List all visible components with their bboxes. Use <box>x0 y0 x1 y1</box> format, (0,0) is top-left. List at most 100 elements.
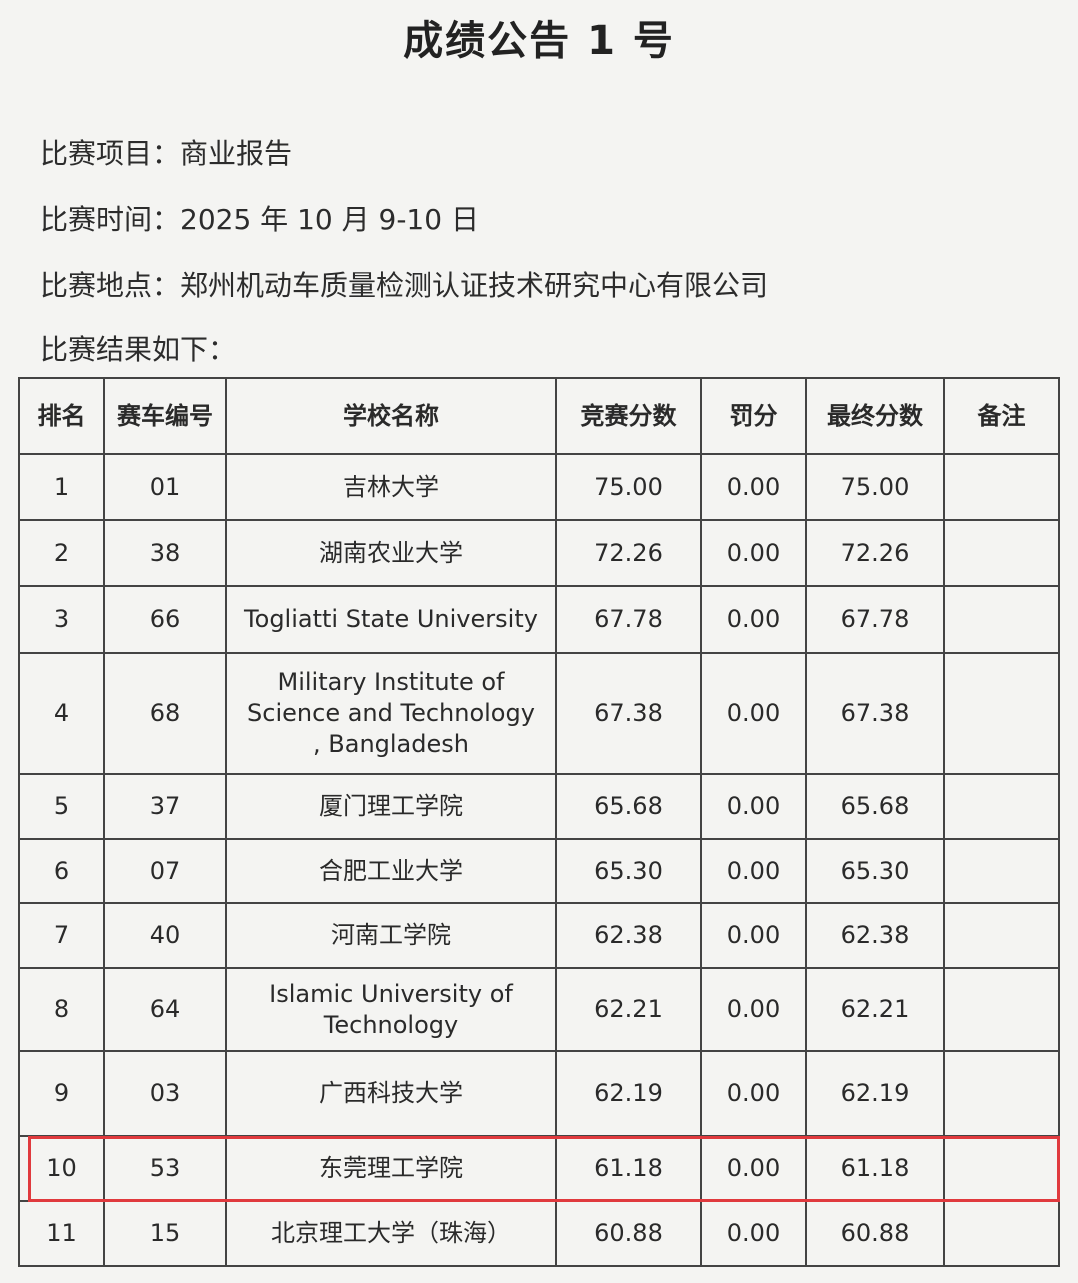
cell-rank: 9 <box>18 1050 105 1137</box>
cell-final-score: 67.38 <box>805 652 945 775</box>
cell-penalty: 0.00 <box>700 652 807 775</box>
info-location: 比赛地点：郑州机动车质量检测认证技术研究中心有限公司 <box>40 264 768 304</box>
info-label: 比赛时间： <box>40 203 181 236</box>
cell-rank: 2 <box>18 519 105 587</box>
cell-remarks <box>943 773 1060 840</box>
cell-car-number: 64 <box>103 967 227 1052</box>
cell-penalty: 0.00 <box>700 902 807 969</box>
cell-school-name: 合肥工业大学 <box>225 838 557 904</box>
cell-final-score: 62.21 <box>805 967 945 1052</box>
header-final-score: 最终分数 <box>805 377 945 455</box>
header-car-number: 赛车编号 <box>103 377 227 455</box>
cell-penalty: 0.00 <box>700 585 807 654</box>
cell-rank: 7 <box>18 902 105 969</box>
cell-rank: 10 <box>18 1135 105 1202</box>
page-title: 成绩公告 1 号 <box>403 18 675 64</box>
cell-car-number: 03 <box>103 1050 227 1137</box>
table-row: 9 03 广西科技大学 62.19 0.00 62.19 <box>18 1050 1060 1137</box>
table-row: 7 40 河南工学院 62.38 0.00 62.38 <box>18 902 1060 969</box>
info-label: 比赛结果如下： <box>40 333 237 366</box>
cell-competition-score: 60.88 <box>555 1200 702 1267</box>
cell-final-score: 67.78 <box>805 585 945 654</box>
cell-remarks <box>943 838 1060 904</box>
table-row: 1 01 吉林大学 75.00 0.00 75.00 <box>18 453 1060 521</box>
info-event: 比赛项目：商业报告 <box>40 132 292 172</box>
cell-final-score: 65.30 <box>805 838 945 904</box>
header-penalty: 罚分 <box>700 377 807 455</box>
cell-penalty: 0.00 <box>700 1050 807 1137</box>
header-school-name: 学校名称 <box>225 377 557 455</box>
cell-penalty: 0.00 <box>700 773 807 840</box>
cell-school-name: 东莞理工学院 <box>225 1135 557 1202</box>
cell-car-number: 40 <box>103 902 227 969</box>
table-row: 11 15 北京理工大学（珠海） 60.88 0.00 60.88 <box>18 1200 1060 1267</box>
table-row: 5 37 厦门理工学院 65.68 0.00 65.68 <box>18 773 1060 840</box>
info-value: 2025 年 10 月 9-10 日 <box>180 203 479 236</box>
info-label: 比赛地点： <box>40 269 181 302</box>
cell-competition-score: 62.21 <box>555 967 702 1052</box>
cell-car-number: 37 <box>103 773 227 840</box>
info-results-intro: 比赛结果如下： <box>40 328 236 368</box>
cell-remarks <box>943 519 1060 587</box>
cell-remarks <box>943 652 1060 775</box>
cell-competition-score: 72.26 <box>555 519 702 587</box>
cell-school-name: Islamic University of Technology <box>225 967 557 1052</box>
cell-remarks <box>943 1200 1060 1267</box>
table-row: 6 07 合肥工业大学 65.30 0.00 65.30 <box>18 838 1060 904</box>
cell-rank: 8 <box>18 967 105 1052</box>
cell-final-score: 75.00 <box>805 453 945 521</box>
cell-school-name: 湖南农业大学 <box>225 519 557 587</box>
cell-car-number: 38 <box>103 519 227 587</box>
cell-rank: 3 <box>18 585 105 654</box>
cell-competition-score: 67.38 <box>555 652 702 775</box>
table-header-row: 排名 赛车编号 学校名称 竞赛分数 罚分 最终分数 备注 <box>18 377 1060 455</box>
info-label: 比赛项目： <box>40 137 181 170</box>
cell-competition-score: 65.68 <box>555 773 702 840</box>
highlight-box <box>28 1136 1060 1202</box>
cell-penalty: 0.00 <box>700 967 807 1052</box>
cell-car-number: 01 <box>103 453 227 521</box>
cell-school-name: 河南工学院 <box>225 902 557 969</box>
cell-final-score: 62.38 <box>805 902 945 969</box>
cell-remarks <box>943 1050 1060 1137</box>
cell-school-name: 广西科技大学 <box>225 1050 557 1137</box>
cell-final-score: 60.88 <box>805 1200 945 1267</box>
cell-penalty: 0.00 <box>700 453 807 521</box>
table-row: 2 38 湖南农业大学 72.26 0.00 72.26 <box>18 519 1060 587</box>
cell-penalty: 0.00 <box>700 519 807 587</box>
cell-final-score: 61.18 <box>805 1135 945 1202</box>
cell-competition-score: 67.78 <box>555 585 702 654</box>
cell-car-number: 07 <box>103 838 227 904</box>
cell-competition-score: 75.00 <box>555 453 702 521</box>
header-competition-score: 竞赛分数 <box>555 377 702 455</box>
cell-school-name: Togliatti State University <box>225 585 557 654</box>
table-row: 4 68 Military Institute of Science and Tec… <box>18 652 1060 775</box>
header-remarks: 备注 <box>943 377 1060 455</box>
cell-car-number: 53 <box>103 1135 227 1202</box>
cell-rank: 11 <box>18 1200 105 1267</box>
cell-competition-score: 62.19 <box>555 1050 702 1137</box>
table-row: 8 64 Islamic University of Technology 62.21… <box>18 967 1060 1052</box>
cell-rank: 5 <box>18 773 105 840</box>
info-time: 比赛时间：2025 年 10 月 9-10 日 <box>40 198 479 238</box>
cell-final-score: 65.68 <box>805 773 945 840</box>
results-table: 排名 赛车编号 学校名称 竞赛分数 罚分 最终分数 备注 1 01 吉林大学 75.00 0.00 7… <box>18 377 1060 1267</box>
cell-school-name: 吉林大学 <box>225 453 557 521</box>
cell-school-name: 厦门理工学院 <box>225 773 557 840</box>
cell-remarks <box>943 585 1060 654</box>
cell-rank: 4 <box>18 652 105 775</box>
cell-remarks <box>943 902 1060 969</box>
cell-final-score: 72.26 <box>805 519 945 587</box>
cell-car-number: 15 <box>103 1200 227 1267</box>
cell-competition-score: 65.30 <box>555 838 702 904</box>
cell-car-number: 66 <box>103 585 227 654</box>
cell-school-name: Military Institute of Science and Techno… <box>225 652 557 775</box>
cell-remarks <box>943 967 1060 1052</box>
cell-rank: 1 <box>18 453 105 521</box>
info-value: 商业报告 <box>180 137 293 170</box>
cell-school-name: 北京理工大学（珠海） <box>225 1200 557 1267</box>
cell-car-number: 68 <box>103 652 227 775</box>
cell-penalty: 0.00 <box>700 838 807 904</box>
cell-rank: 6 <box>18 838 105 904</box>
cell-final-score: 62.19 <box>805 1050 945 1137</box>
